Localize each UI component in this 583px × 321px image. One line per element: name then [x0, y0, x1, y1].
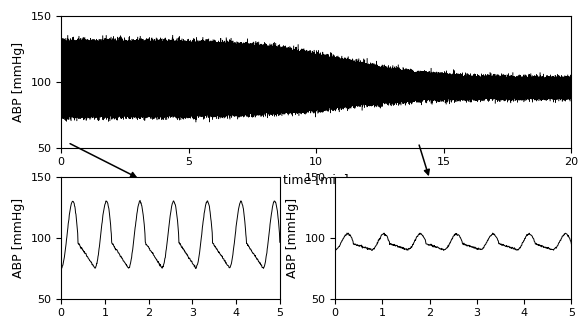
- Y-axis label: ABP [mmHg]: ABP [mmHg]: [12, 197, 25, 278]
- X-axis label: time [min]: time [min]: [283, 173, 349, 186]
- Y-axis label: ABP [mmHg]: ABP [mmHg]: [12, 42, 25, 122]
- Y-axis label: ABP [mmHg]: ABP [mmHg]: [286, 197, 299, 278]
